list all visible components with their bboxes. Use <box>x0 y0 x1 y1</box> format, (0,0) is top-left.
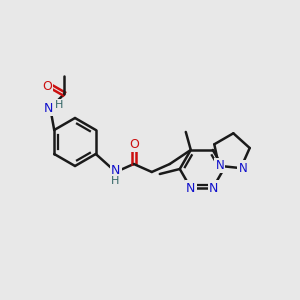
Text: H: H <box>55 100 63 110</box>
Text: N: N <box>209 182 218 195</box>
Text: O: O <box>42 80 52 92</box>
Text: N: N <box>215 159 224 172</box>
Text: N: N <box>111 164 121 178</box>
Text: O: O <box>129 137 139 151</box>
Text: N: N <box>44 101 53 115</box>
Text: H: H <box>111 176 119 186</box>
Text: N: N <box>238 162 247 175</box>
Text: N: N <box>186 182 196 195</box>
